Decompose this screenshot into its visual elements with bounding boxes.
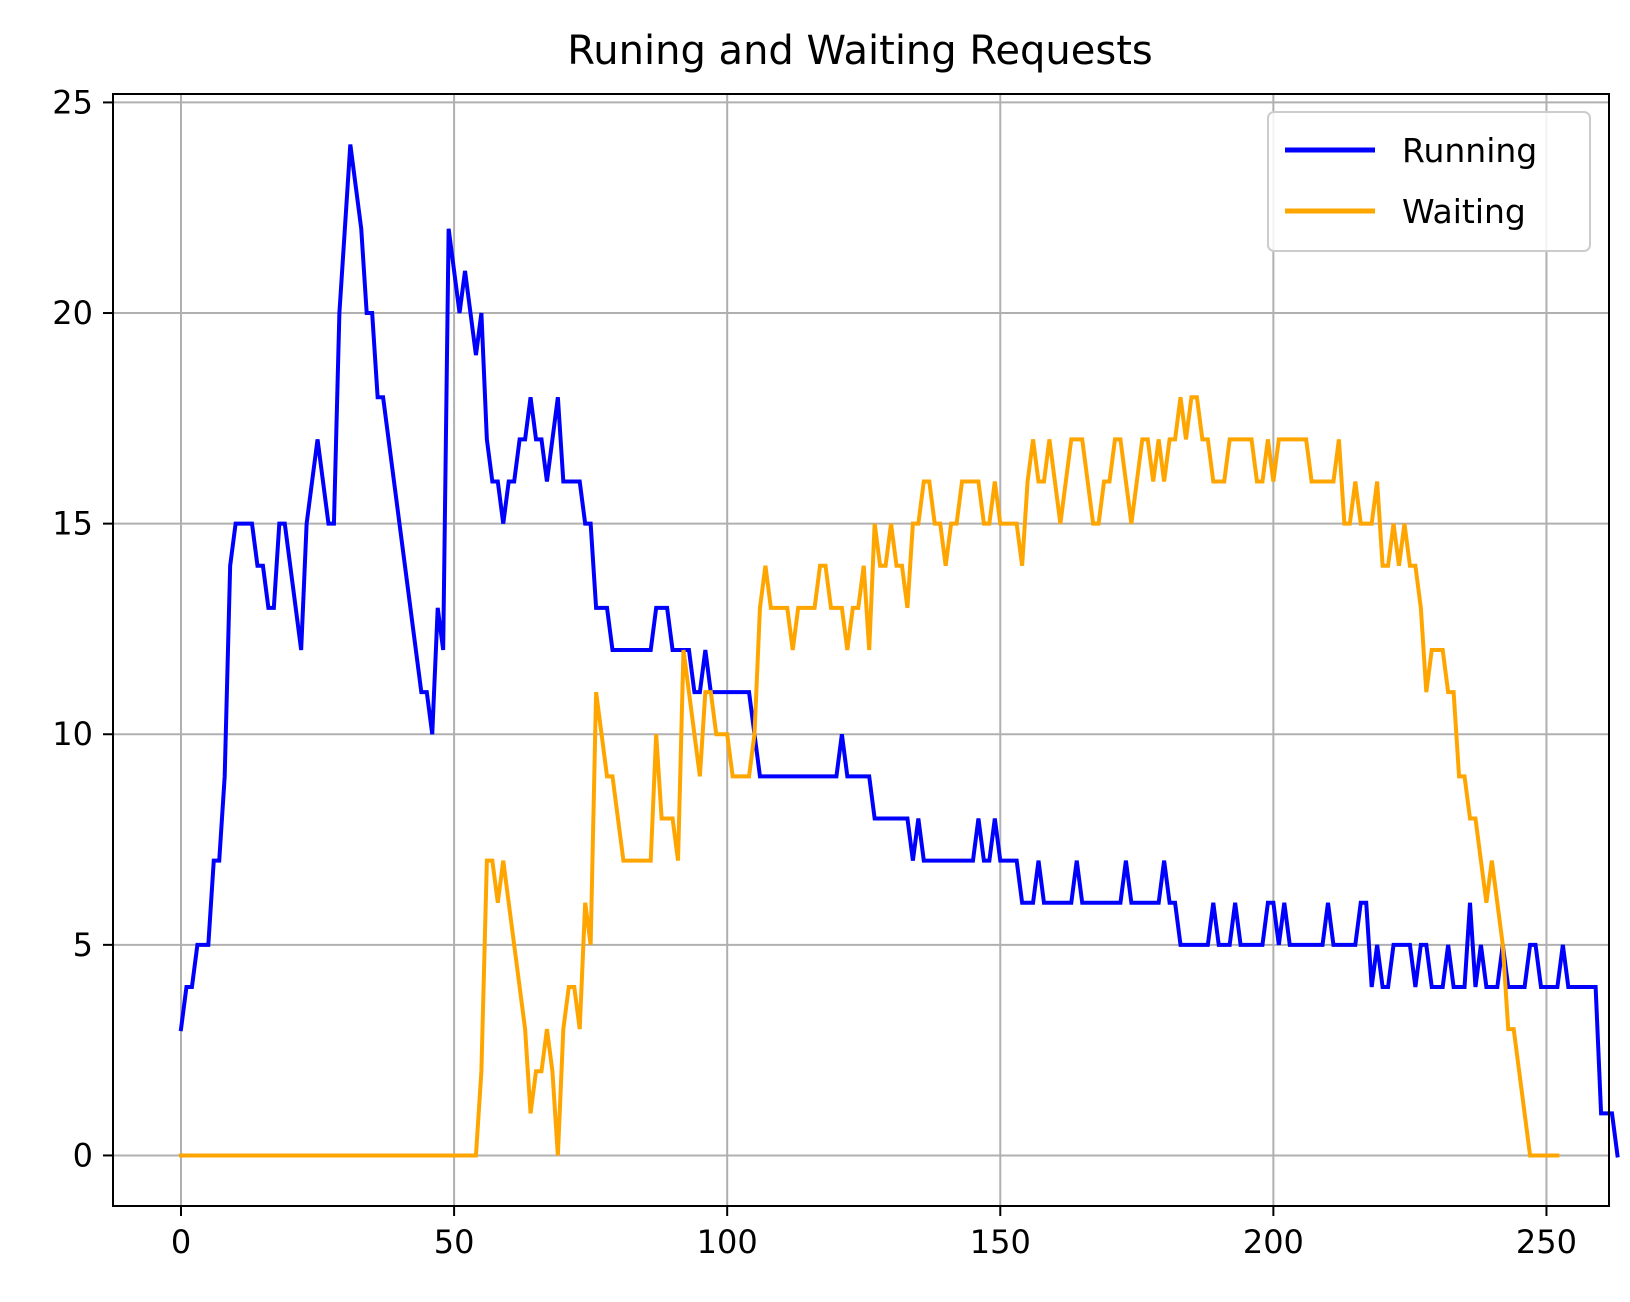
x-tick-label: 150 [970,1223,1031,1261]
x-tick-label: 100 [697,1223,758,1261]
legend-box [1267,111,1591,252]
axis-ticks: 0 50 100 150 200 250 0 5 10 15 20 25 [52,83,1577,1261]
y-tick-label: 0 [73,1136,93,1174]
series-lines [178,144,1620,1158]
plot-area-frame [112,93,1610,1207]
y-tick-label: 25 [52,83,93,121]
x-tick-label: 50 [434,1223,475,1261]
legend-label-waiting: Waiting [1402,192,1526,231]
series-line-running [178,144,1620,1158]
y-tick-label: 10 [52,715,93,753]
y-tick-label: 5 [73,926,93,964]
legend: Running Waiting [1267,111,1591,252]
x-tick-label: 0 [171,1223,191,1261]
chart-title: Runing and Waiting Requests [567,28,1152,74]
legend-label-running: Running [1402,131,1537,170]
y-tick-label: 15 [52,505,93,543]
y-tick-label: 20 [52,294,93,332]
x-tick-label: 200 [1243,1223,1304,1261]
series-line-waiting [179,395,1560,1158]
x-tick-label: 250 [1516,1223,1577,1261]
